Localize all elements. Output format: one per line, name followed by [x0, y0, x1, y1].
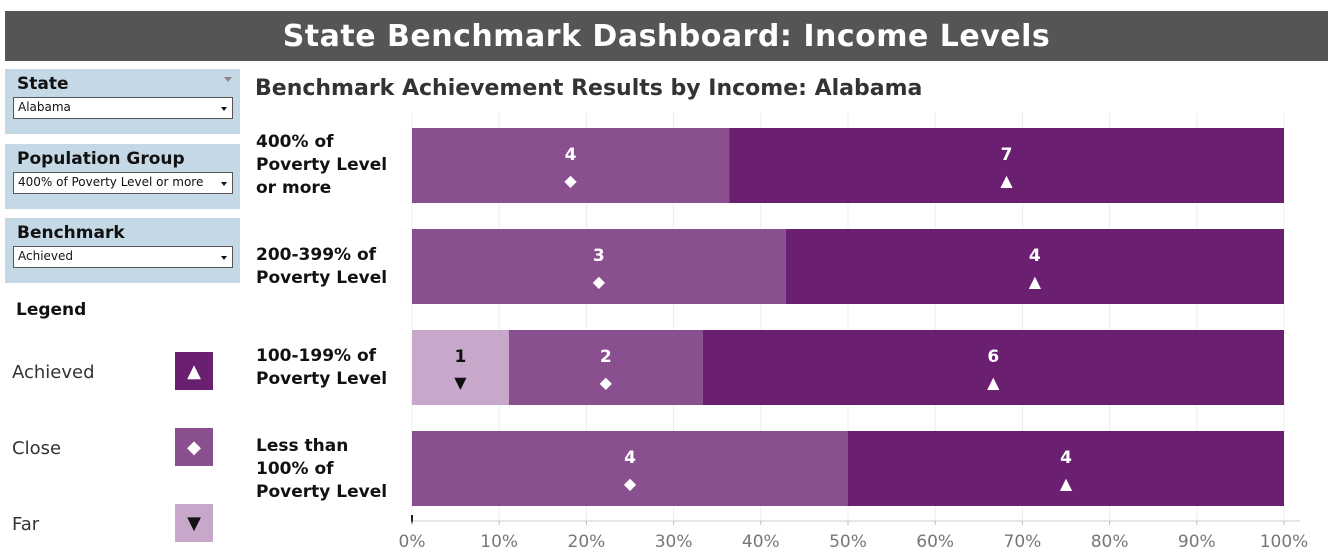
x-tick-label: 60%	[916, 532, 954, 552]
x-tick-label: 30%	[655, 532, 693, 552]
x-tick-label: 0%	[399, 532, 426, 552]
data-label: 2	[600, 347, 612, 367]
legend-item-close: Close ◆	[12, 428, 217, 468]
population-group-select-value: 400% of Poverty Level or more	[18, 175, 204, 189]
benchmark-filter-label: Benchmark	[17, 223, 125, 243]
data-label: 3	[593, 246, 605, 266]
achieved-marker-icon: ▲	[987, 373, 1000, 392]
benchmark-filter: Benchmark Achieved	[5, 218, 240, 283]
achieved-marker-icon: ▲	[1029, 272, 1042, 291]
row-label: 400% of Poverty Level or more	[256, 132, 388, 198]
state-select[interactable]: Alabama	[13, 97, 233, 119]
close-marker-icon: ◆	[564, 171, 577, 190]
legend-title: Legend	[16, 300, 87, 320]
legend-item-achieved: Achieved ▲	[12, 352, 217, 392]
data-label: 4	[624, 448, 636, 468]
bar-segment-far	[412, 330, 509, 405]
close-marker-icon: ◆	[600, 373, 613, 392]
triangle-down-icon: ▼	[175, 504, 213, 542]
achieved-marker-icon: ▲	[1000, 171, 1013, 190]
data-label: 6	[987, 347, 999, 367]
x-tick-label: 100%	[1260, 532, 1309, 552]
chart-title: Benchmark Achievement Results by Income:…	[255, 76, 923, 101]
data-label: 4	[1029, 246, 1041, 266]
x-tick-label: 80%	[1091, 532, 1129, 552]
benchmark-select[interactable]: Achieved	[13, 246, 233, 268]
close-marker-icon: ◆	[624, 474, 637, 493]
achieved-marker-icon: ▲	[1060, 474, 1073, 493]
row-label: 200-399% of Poverty Level	[256, 245, 388, 288]
bar-segment-achieved	[702, 330, 1284, 405]
state-filter: State Alabama	[5, 69, 240, 134]
bar-segment-achieved	[785, 229, 1284, 304]
bar-segment-close	[412, 431, 848, 506]
far-marker-icon: ▼	[454, 373, 467, 392]
bar-segment-achieved	[729, 128, 1284, 203]
dashboard-title: State Benchmark Dashboard: Income Levels	[5, 11, 1328, 61]
diamond-icon: ◆	[175, 428, 213, 466]
population-group-filter: Population Group 400% of Poverty Level o…	[5, 144, 240, 209]
triangle-up-icon: ▲	[175, 352, 213, 390]
state-filter-label: State	[17, 74, 69, 94]
x-tick-label: 40%	[742, 532, 780, 552]
row-label: Less than 100% of Poverty Level	[256, 436, 388, 502]
legend-label: Close	[12, 438, 62, 459]
population-group-select[interactable]: 400% of Poverty Level or more	[13, 172, 233, 194]
x-tick-label: 10%	[480, 532, 518, 552]
data-label: 4	[1060, 448, 1072, 468]
chevron-down-icon	[221, 256, 227, 260]
data-label: 7	[1001, 145, 1013, 165]
bar-segment-close	[508, 330, 703, 405]
state-select-value: Alabama	[18, 100, 71, 114]
x-tick-label: 20%	[568, 532, 606, 552]
filter-menu-caret-icon[interactable]	[224, 77, 232, 82]
population-group-filter-label: Population Group	[17, 149, 185, 169]
bar-segment-close	[412, 128, 730, 203]
x-tick-label: 70%	[1004, 532, 1042, 552]
row-label: 100-199% of Poverty Level	[256, 346, 388, 389]
x-tick-label: 50%	[829, 532, 867, 552]
data-label: 1	[455, 347, 467, 367]
bar-segment-close	[412, 229, 786, 304]
bar-segment-achieved	[848, 431, 1284, 506]
chevron-down-icon	[221, 182, 227, 186]
chevron-down-icon	[221, 107, 227, 111]
x-tick-label: 90%	[1178, 532, 1216, 552]
legend-label: Far	[12, 514, 40, 535]
close-marker-icon: ◆	[593, 272, 606, 291]
legend-label: Achieved	[12, 362, 95, 383]
data-label: 4	[565, 145, 577, 165]
benchmark-select-value: Achieved	[18, 249, 74, 263]
legend-item-far: Far ▼	[12, 504, 217, 544]
